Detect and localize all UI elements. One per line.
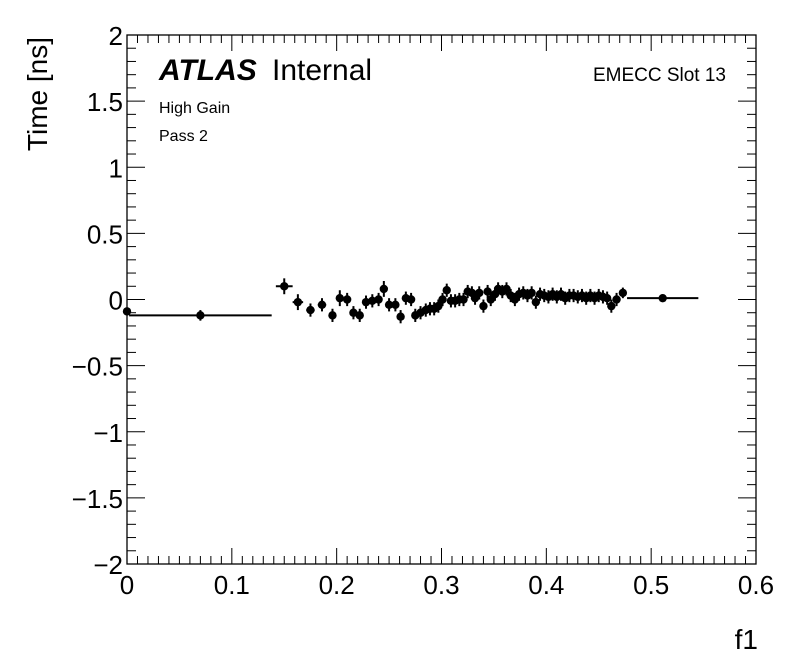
data-point: [391, 300, 400, 309]
data-point: [442, 286, 451, 295]
data-point: [438, 295, 447, 304]
data-point: [479, 301, 488, 311]
x-tick-label: 0.4: [528, 570, 564, 600]
data-point: [502, 284, 511, 294]
data-point: [602, 293, 612, 303]
y-tick-label: 0: [109, 286, 123, 316]
data-point: [342, 295, 352, 304]
data-point: [361, 297, 371, 307]
data-point: [379, 284, 389, 294]
data-point: [459, 295, 468, 304]
data-point: [196, 311, 205, 320]
x-tick-label: 0.3: [423, 570, 459, 600]
data-point: [483, 287, 492, 296]
pass-label: Pass 2: [159, 128, 208, 145]
data-point: [280, 282, 289, 291]
data-point: [531, 297, 541, 307]
x-tick-label: 0: [120, 570, 134, 600]
data-point: [406, 295, 416, 304]
atlas-label: ATLAS: [158, 54, 257, 87]
data-point: [122, 307, 132, 316]
data-point: [306, 305, 315, 315]
x-axis-title: f1: [735, 624, 758, 655]
x-tick-label: 0.2: [319, 570, 355, 600]
data-point: [317, 300, 327, 309]
y-tick-label: 1.5: [87, 87, 123, 117]
data-point: [396, 312, 405, 321]
data-point: [293, 297, 303, 307]
data-point: [434, 301, 443, 311]
data-point: [618, 288, 628, 298]
y-tick-label: −1.5: [72, 484, 123, 514]
data-point: [475, 288, 484, 298]
data-point: [612, 295, 621, 304]
x-tick-label: 0.6: [738, 570, 774, 600]
internal-label: Internal: [272, 54, 372, 87]
slot-label: EMECC Slot 13: [593, 65, 726, 86]
data-point: [349, 308, 358, 317]
data-point: [335, 293, 345, 303]
data-point: [527, 288, 536, 298]
y-tick-label: 2: [109, 21, 123, 51]
gain-label: High Gain: [159, 100, 230, 117]
data-point: [607, 301, 616, 311]
data-point: [658, 293, 667, 303]
data-point: [384, 300, 394, 309]
data-point: [374, 295, 383, 304]
x-tick-label: 0.1: [214, 570, 250, 600]
y-tick-label: −1: [93, 418, 123, 448]
axis-ticks: [126, 34, 757, 565]
y-axis-title: Time [ns]: [22, 37, 53, 151]
data-points: [122, 278, 699, 324]
data-point: [328, 311, 337, 320]
data-point: [368, 296, 377, 306]
y-tick-label: 1: [109, 153, 123, 183]
y-tick-label: −2: [93, 550, 123, 580]
y-tick-label: 0.5: [87, 219, 123, 249]
axis-tick-labels: 0 0.1 0.2 0.3 0.4 0.5 0.6 −2 −1.5 −1 −0.5 0 0.5 1 1.5 2: [72, 21, 774, 600]
data-point: [355, 311, 364, 320]
x-tick-label: 0.5: [633, 570, 669, 600]
y-tick-label: −0.5: [72, 352, 123, 382]
